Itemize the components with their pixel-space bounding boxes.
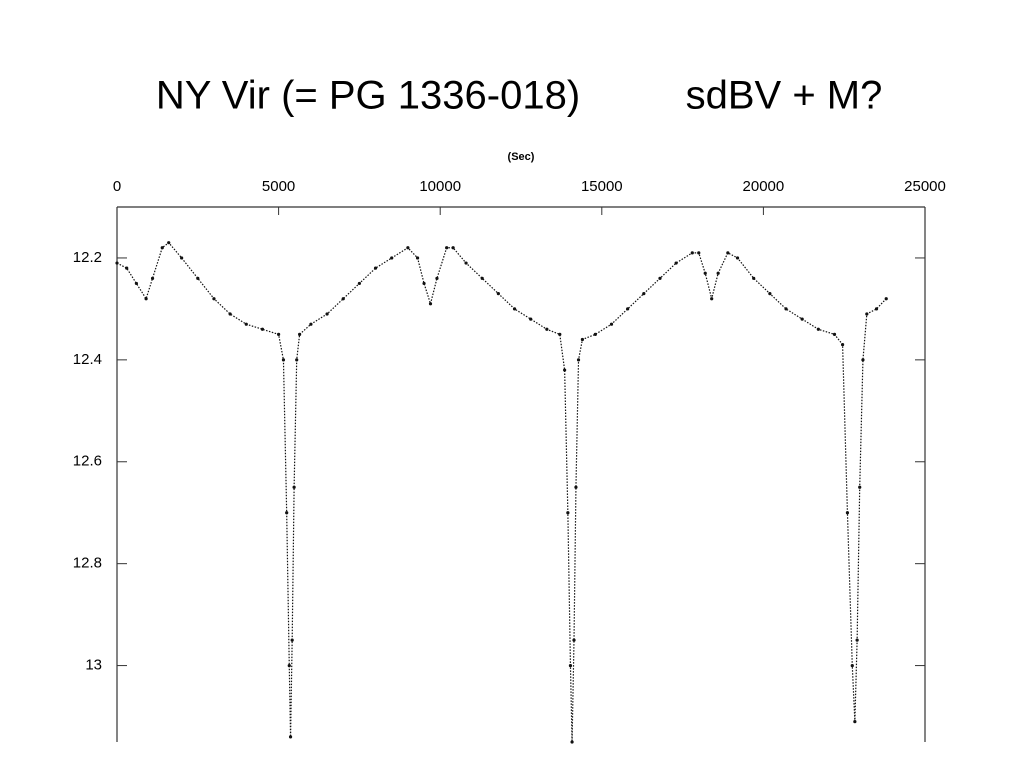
data-point	[150, 276, 155, 280]
data-point	[735, 256, 740, 260]
data-point	[134, 281, 138, 286]
data-point	[212, 297, 216, 301]
data-point	[609, 322, 614, 326]
data-point	[874, 307, 879, 311]
data-point	[768, 292, 772, 296]
data-point	[784, 307, 788, 311]
data-point	[144, 297, 148, 301]
data-point	[244, 322, 248, 326]
data-point	[566, 511, 570, 515]
data-point	[858, 485, 862, 489]
y-tick-label: 12.8	[73, 555, 102, 572]
y-tick-label: 13	[85, 657, 102, 674]
data-point	[572, 638, 576, 642]
x-tick-label: 10000	[419, 178, 461, 195]
data-point	[690, 251, 694, 255]
data-point	[445, 246, 449, 250]
data-point	[325, 312, 329, 316]
y-tick-label: 12.2	[73, 249, 102, 266]
data-point	[861, 358, 865, 362]
data-point	[574, 485, 578, 489]
y-tick-label: 12.6	[73, 453, 102, 470]
data-point	[309, 322, 313, 326]
data-point	[260, 327, 265, 331]
data-point	[832, 332, 837, 336]
data-point	[428, 302, 433, 306]
data-point	[406, 246, 410, 250]
plot-frame	[116, 206, 926, 742]
data-point	[451, 246, 455, 250]
data-point	[464, 261, 468, 265]
data-point	[228, 312, 232, 316]
data-point	[281, 358, 286, 362]
data-point	[180, 256, 184, 260]
x-tick-label: 15000	[581, 178, 623, 195]
x-tick-label: 20000	[743, 178, 785, 195]
data-point	[415, 256, 420, 260]
data-point	[390, 256, 394, 260]
data-point	[422, 281, 426, 286]
data-point	[545, 327, 549, 331]
data-point	[298, 332, 302, 336]
data-point	[160, 246, 164, 250]
x-tick-label: 0	[113, 178, 121, 195]
data-point	[850, 663, 854, 668]
data-point	[716, 271, 720, 275]
data-point	[642, 292, 646, 296]
data-point	[593, 332, 597, 336]
data-point	[287, 663, 291, 668]
data-point	[840, 342, 845, 347]
data-point	[292, 485, 296, 489]
data-point	[568, 663, 573, 668]
data-point	[853, 720, 857, 724]
data-point	[529, 317, 533, 321]
chart-subtitle: sdBV + M?	[686, 74, 883, 118]
data-point	[855, 638, 859, 642]
x-tick-label: 25000	[904, 178, 946, 195]
data-point	[167, 241, 171, 245]
data-point	[710, 297, 714, 301]
light-curve	[116, 241, 887, 743]
y-tick-label: 12.4	[73, 351, 102, 368]
data-point	[285, 511, 289, 515]
data-point	[626, 307, 630, 311]
data-point	[674, 261, 678, 265]
data-point	[752, 276, 756, 280]
data-point	[288, 735, 293, 739]
data-point	[845, 511, 850, 515]
data-point	[884, 297, 888, 301]
data-point	[496, 292, 500, 296]
data-point	[125, 266, 129, 270]
data-point	[703, 271, 707, 275]
data-point	[295, 358, 299, 362]
data-point	[570, 740, 574, 744]
data-point	[726, 251, 730, 255]
chart-title: NY Vir (= PG 1336-018)	[156, 74, 580, 118]
data-point	[563, 368, 567, 372]
data-point	[512, 307, 517, 311]
data-point	[865, 312, 869, 316]
data-point	[558, 332, 562, 336]
data-point	[196, 276, 200, 280]
x-tick-label: 5000	[262, 178, 295, 195]
data-point	[357, 281, 361, 286]
data-point	[277, 332, 281, 336]
data-point	[697, 251, 701, 255]
data-point	[435, 276, 439, 280]
data-point	[658, 276, 662, 280]
data-point	[115, 261, 119, 265]
data-point	[800, 317, 804, 321]
data-point	[341, 297, 345, 301]
data-point	[373, 266, 378, 270]
data-point	[816, 327, 820, 331]
data-point	[576, 358, 581, 362]
data-point	[290, 638, 294, 642]
x-axis-label: (Sec)	[508, 151, 535, 163]
data-point	[480, 276, 484, 280]
data-point	[580, 337, 585, 342]
